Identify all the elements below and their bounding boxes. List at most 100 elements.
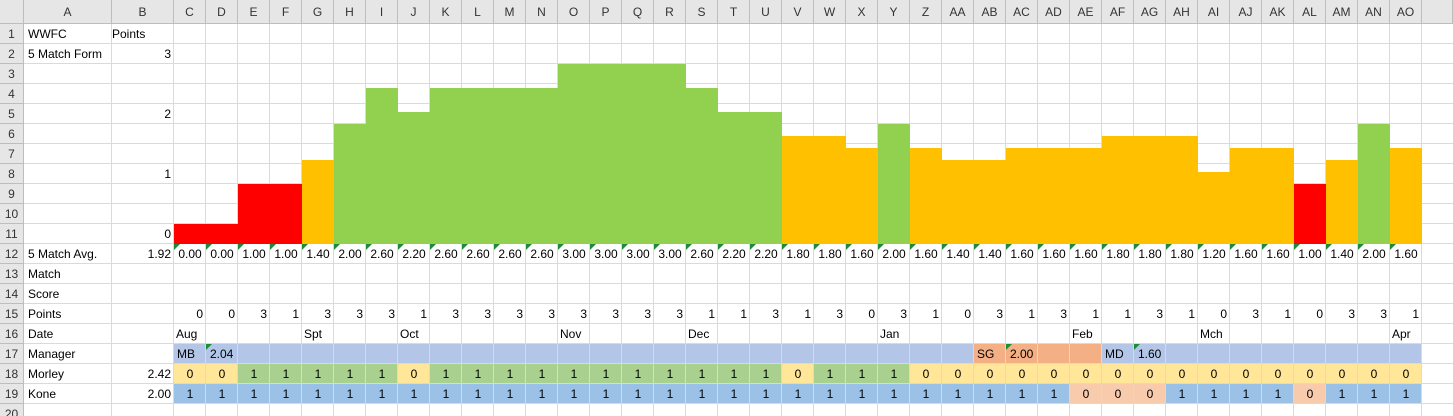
manager-avg[interactable]: 1.60: [1138, 347, 1162, 361]
cell-b1[interactable]: Points: [112, 27, 146, 41]
column-header-am[interactable]: AM: [1326, 0, 1358, 24]
column-header-i[interactable]: I: [366, 0, 398, 24]
morley-value[interactable]: 1: [314, 367, 322, 381]
avg-value[interactable]: 2.20: [402, 247, 426, 261]
avg-value[interactable]: 0.00: [178, 247, 202, 261]
points-value[interactable]: 1: [708, 307, 715, 321]
kone-value[interactable]: 1: [602, 387, 610, 401]
avg-value[interactable]: 1.00: [1298, 247, 1322, 261]
column-header-b[interactable]: B: [112, 0, 174, 24]
points-value[interactable]: 0: [1316, 307, 1323, 321]
cell-a14[interactable]: Score: [28, 287, 60, 301]
select-all-corner[interactable]: [0, 0, 24, 24]
kone-value[interactable]: 1: [474, 387, 482, 401]
morley-value[interactable]: 0: [1018, 367, 1026, 381]
points-value[interactable]: 0: [1220, 307, 1227, 321]
avg-value[interactable]: 1.60: [1074, 247, 1098, 261]
kone-value[interactable]: 1: [1210, 387, 1218, 401]
date-label[interactable]: Jan: [880, 327, 900, 341]
cell-b18[interactable]: 2.42: [147, 367, 171, 381]
kone-value[interactable]: 1: [666, 387, 674, 401]
avg-value[interactable]: 1.00: [274, 247, 298, 261]
column-header-af[interactable]: AF: [1102, 0, 1134, 24]
column-header-u[interactable]: U: [750, 0, 782, 24]
kone-value[interactable]: 1: [1402, 387, 1410, 401]
avg-value[interactable]: 1.60: [850, 247, 874, 261]
row-header-19[interactable]: 19: [0, 384, 24, 404]
kone-value[interactable]: 1: [794, 387, 802, 401]
avg-value[interactable]: 1.60: [1042, 247, 1066, 261]
cell-a16[interactable]: Date: [28, 327, 54, 341]
avg-value[interactable]: 1.80: [818, 247, 842, 261]
row-header-13[interactable]: 13: [0, 264, 24, 284]
points-value[interactable]: 1: [292, 307, 299, 321]
morley-value[interactable]: 1: [250, 367, 258, 381]
morley-value[interactable]: 0: [1178, 367, 1186, 381]
column-header-w[interactable]: W: [814, 0, 846, 24]
points-value[interactable]: 3: [1060, 307, 1067, 321]
cell-b12[interactable]: 1.92: [147, 247, 171, 261]
morley-value[interactable]: 0: [986, 367, 994, 381]
kone-value[interactable]: 1: [506, 387, 514, 401]
column-header-s[interactable]: S: [686, 0, 718, 24]
column-header-x[interactable]: X: [846, 0, 878, 24]
manager-avg[interactable]: 2.04: [210, 347, 234, 361]
kone-value[interactable]: 1: [1338, 387, 1346, 401]
cell-a19[interactable]: Kone: [28, 387, 57, 401]
avg-value[interactable]: 1.60: [1010, 247, 1034, 261]
row-header-5[interactable]: 5: [0, 104, 24, 124]
points-value[interactable]: 1: [1028, 307, 1035, 321]
avg-value[interactable]: 1.20: [1202, 247, 1226, 261]
row-header-3[interactable]: 3: [0, 64, 24, 84]
points-value[interactable]: 1: [1188, 307, 1195, 321]
cell-a13[interactable]: Match: [28, 267, 61, 281]
morley-value[interactable]: 1: [762, 367, 770, 381]
points-value[interactable]: 1: [1284, 307, 1291, 321]
points-value[interactable]: 3: [356, 307, 363, 321]
date-label[interactable]: Apr: [1392, 327, 1411, 341]
cell-b19[interactable]: 2.00: [147, 387, 171, 401]
kone-value[interactable]: 1: [858, 387, 866, 401]
avg-value[interactable]: 2.60: [434, 247, 458, 261]
date-label[interactable]: Feb: [1072, 327, 1093, 341]
kone-value[interactable]: 1: [730, 387, 738, 401]
morley-value[interactable]: 1: [378, 367, 386, 381]
points-value[interactable]: 3: [516, 307, 523, 321]
row-header-15[interactable]: 15: [0, 304, 24, 324]
kone-value[interactable]: 0: [1114, 387, 1122, 401]
kone-value[interactable]: 1: [698, 387, 706, 401]
points-value[interactable]: 1: [1412, 307, 1419, 321]
kone-value[interactable]: 1: [186, 387, 194, 401]
kone-value[interactable]: 1: [826, 387, 834, 401]
morley-value[interactable]: 1: [602, 367, 610, 381]
kone-value[interactable]: 1: [282, 387, 290, 401]
morley-value[interactable]: 0: [1050, 367, 1058, 381]
morley-value[interactable]: 1: [858, 367, 866, 381]
cell-a12[interactable]: 5 Match Avg.: [28, 247, 98, 261]
morley-value[interactable]: 0: [410, 367, 418, 381]
column-header-o[interactable]: O: [558, 0, 590, 24]
morley-value[interactable]: 0: [1402, 367, 1410, 381]
date-label[interactable]: Spt: [304, 327, 323, 341]
avg-value[interactable]: 2.00: [1362, 247, 1386, 261]
avg-value[interactable]: 2.20: [722, 247, 746, 261]
column-header-r[interactable]: R: [654, 0, 686, 24]
avg-value[interactable]: 2.00: [338, 247, 362, 261]
points-value[interactable]: 3: [1252, 307, 1259, 321]
morley-value[interactable]: 1: [474, 367, 482, 381]
morley-value[interactable]: 0: [954, 367, 962, 381]
avg-value[interactable]: 1.40: [946, 247, 970, 261]
morley-value[interactable]: 0: [1146, 367, 1154, 381]
avg-value[interactable]: 0.00: [210, 247, 234, 261]
kone-value[interactable]: 1: [1018, 387, 1026, 401]
column-header-g[interactable]: G: [302, 0, 334, 24]
cell-a1[interactable]: WWFC: [28, 27, 67, 41]
avg-value[interactable]: 1.80: [786, 247, 810, 261]
points-value[interactable]: 1: [1092, 307, 1099, 321]
row-header-4[interactable]: 4: [0, 84, 24, 104]
kone-value[interactable]: 1: [570, 387, 578, 401]
column-header-ae[interactable]: AE: [1070, 0, 1102, 24]
points-value[interactable]: 0: [868, 307, 875, 321]
date-label[interactable]: Aug: [176, 327, 198, 341]
points-value[interactable]: 1: [804, 307, 811, 321]
